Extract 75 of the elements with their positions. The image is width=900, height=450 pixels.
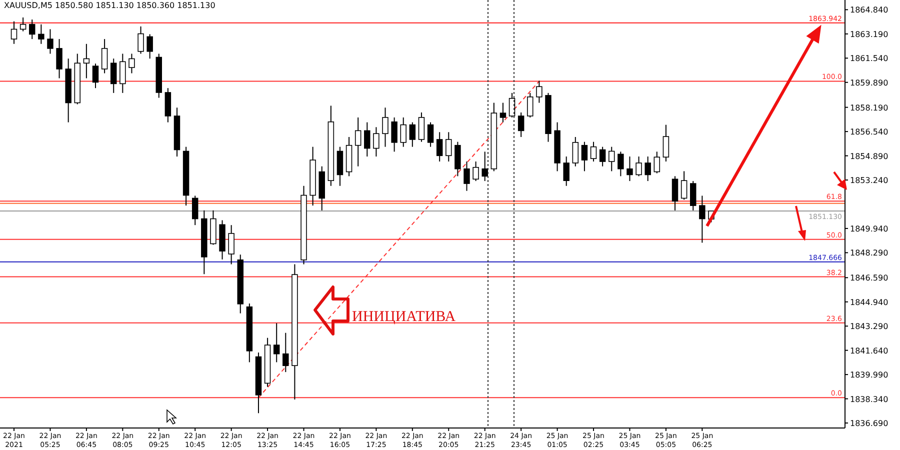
candlestick <box>400 116 406 148</box>
candlestick <box>128 53 135 74</box>
y-tick-label: 1844.940 <box>850 298 888 307</box>
candlestick <box>599 146 606 167</box>
candlestick <box>500 102 506 123</box>
candlestick <box>482 151 488 182</box>
candlestick <box>454 141 461 177</box>
candlestick <box>464 161 470 192</box>
candlestick <box>608 146 615 172</box>
candlestick <box>38 24 44 44</box>
candlestick <box>192 195 198 226</box>
candlestick <box>436 132 443 162</box>
annotation: ИНИЦИАТИВА <box>352 309 456 325</box>
chart-title: XAUUSD,M5 1850.580 1851.130 1850.360 1851.130 <box>4 1 216 10</box>
candlestick <box>427 122 434 148</box>
candlestick <box>518 112 524 138</box>
candlestick <box>373 126 380 158</box>
y-tick-label: 1856.540 <box>850 128 888 137</box>
y-tick-label: 1841.640 <box>850 346 888 356</box>
y-tick-label: 1854.890 <box>850 152 888 161</box>
candlestick <box>146 34 153 60</box>
candlestick <box>228 224 234 265</box>
candlestick <box>654 151 660 174</box>
candlestick <box>138 26 144 54</box>
candlestick <box>563 156 570 186</box>
candlestick <box>382 107 388 148</box>
y-tick-label: 1849.940 <box>850 224 888 234</box>
candlestick <box>472 161 479 182</box>
y-tick-label: 1836.690 <box>850 419 888 428</box>
y-tick-label: 1864.840 <box>850 6 888 15</box>
candlestick <box>690 180 696 211</box>
candlestick <box>418 112 425 142</box>
candlestick <box>672 176 678 211</box>
candlestick <box>699 195 706 244</box>
candlestick <box>164 88 172 123</box>
candlestick <box>590 141 597 162</box>
y-tick-label: 1846.590 <box>850 274 888 283</box>
y-tick-label: 1863.190 <box>850 30 888 39</box>
candlestick <box>273 322 280 363</box>
candlestick <box>508 92 516 118</box>
candlestick <box>626 156 633 182</box>
y-tick-label: 1838.340 <box>850 394 888 404</box>
candlestick <box>581 141 588 172</box>
candlestick <box>644 156 651 182</box>
candlestick <box>92 63 99 89</box>
y-tick-label: 1843.290 <box>850 322 888 332</box>
candlestick <box>83 43 90 79</box>
candlestick <box>28 19 36 40</box>
y-tick-label: 1858.190 <box>850 103 888 112</box>
candlestick <box>10 20 18 44</box>
candlestick <box>336 146 344 186</box>
candlestick <box>446 132 452 162</box>
candlestick <box>47 28 54 54</box>
y-tick-label: 1839.990 <box>850 370 888 380</box>
candlestick <box>636 156 642 177</box>
candlestick <box>364 122 370 158</box>
candlestick <box>536 80 542 104</box>
candlestick <box>282 332 289 373</box>
y-tick-label: 1853.240 <box>850 176 888 186</box>
candlestick <box>391 116 398 152</box>
candlestick <box>662 124 670 162</box>
candlestick <box>101 38 108 74</box>
y-tick-label: 1848.290 <box>850 248 888 258</box>
y-tick-label: 1859.890 <box>850 78 888 88</box>
candlestick <box>354 116 362 167</box>
y-tick-label: 1861.540 <box>850 54 888 64</box>
candlestick <box>572 136 579 167</box>
candlestick <box>110 58 117 94</box>
candlestick <box>56 38 62 79</box>
candlestick <box>680 170 688 200</box>
candlestick <box>527 92 534 118</box>
candlestick <box>120 53 126 94</box>
candlestick <box>618 151 624 177</box>
candlestick <box>409 122 416 148</box>
candlestick <box>20 16 26 32</box>
